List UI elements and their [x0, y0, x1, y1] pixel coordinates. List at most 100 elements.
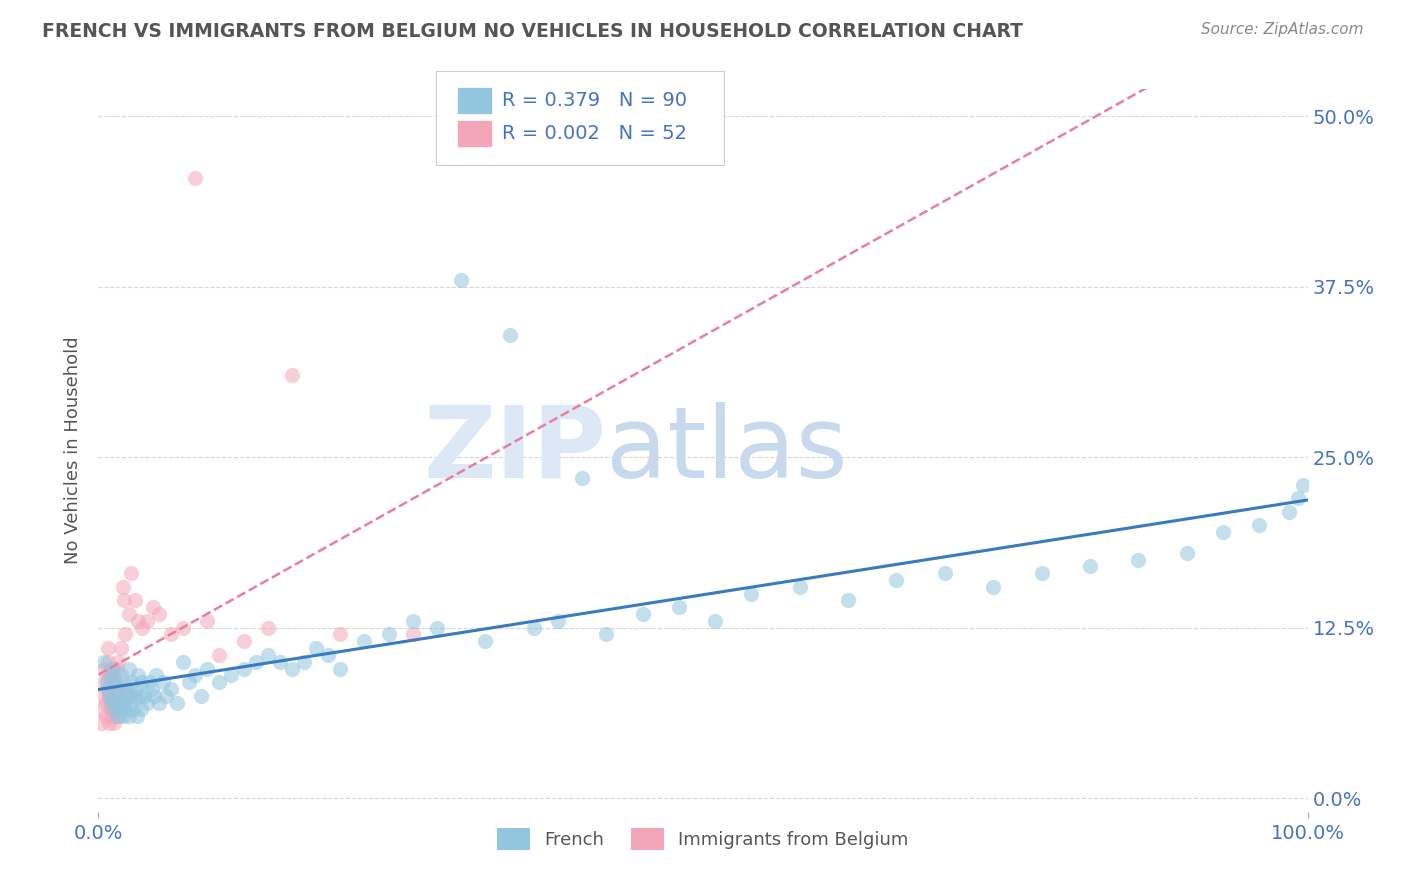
- Point: [105, 696, 128, 710]
- Point: [110, 668, 132, 682]
- Point: [269, 655, 291, 669]
- Point: [138, 675, 160, 690]
- Point: [100, 662, 122, 676]
- Point: [184, 170, 207, 185]
- Point: [131, 675, 153, 690]
- Point: [118, 662, 141, 676]
- Point: [120, 566, 142, 581]
- Point: [256, 621, 278, 635]
- Text: R = 0.002   N = 52: R = 0.002 N = 52: [502, 124, 688, 144]
- Point: [90, 716, 112, 731]
- Point: [94, 696, 117, 710]
- Point: [245, 655, 267, 669]
- Point: [120, 696, 142, 710]
- Point: [103, 716, 125, 731]
- Point: [148, 607, 170, 621]
- Point: [704, 614, 727, 628]
- Point: [96, 681, 118, 696]
- Point: [98, 689, 121, 703]
- Point: [115, 689, 138, 703]
- Point: [93, 675, 115, 690]
- Point: [281, 368, 304, 383]
- Point: [292, 655, 315, 669]
- Point: [100, 689, 122, 703]
- Point: [305, 641, 328, 656]
- Point: [107, 655, 129, 669]
- Point: [281, 662, 304, 676]
- Legend: French, Immigrants from Belgium: French, Immigrants from Belgium: [491, 821, 915, 857]
- Text: Source: ZipAtlas.com: Source: ZipAtlas.com: [1201, 22, 1364, 37]
- Point: [118, 709, 141, 723]
- Point: [131, 621, 153, 635]
- Point: [142, 600, 165, 615]
- Point: [111, 709, 134, 723]
- Point: [117, 689, 139, 703]
- Point: [329, 627, 352, 641]
- Point: [118, 689, 141, 703]
- Point: [145, 668, 167, 682]
- Point: [184, 668, 207, 682]
- Point: [316, 648, 339, 662]
- Point: [631, 607, 654, 621]
- Point: [114, 627, 136, 641]
- Point: [329, 662, 352, 676]
- Point: [1249, 518, 1271, 533]
- Point: [595, 627, 617, 641]
- Point: [160, 681, 183, 696]
- Point: [97, 641, 120, 656]
- Point: [232, 634, 254, 648]
- Point: [232, 662, 254, 676]
- Point: [97, 681, 120, 696]
- Point: [141, 681, 163, 696]
- Text: R = 0.379   N = 90: R = 0.379 N = 90: [502, 91, 688, 111]
- Point: [377, 627, 399, 641]
- Point: [114, 702, 136, 716]
- Point: [1286, 491, 1309, 505]
- Point: [474, 634, 496, 648]
- Point: [98, 689, 121, 703]
- Point: [172, 621, 194, 635]
- Point: [121, 675, 143, 690]
- Point: [96, 668, 118, 682]
- Point: [98, 716, 121, 731]
- Text: ZIP: ZIP: [423, 402, 606, 499]
- Point: [105, 689, 128, 703]
- Point: [135, 696, 157, 710]
- Point: [94, 709, 117, 723]
- Point: [124, 689, 146, 703]
- Point: [221, 668, 243, 682]
- Point: [1278, 505, 1301, 519]
- Point: [127, 668, 149, 682]
- Point: [668, 600, 690, 615]
- Point: [190, 689, 212, 703]
- Point: [122, 702, 145, 716]
- Text: FRENCH VS IMMIGRANTS FROM BELGIUM NO VEHICLES IN HOUSEHOLD CORRELATION CHART: FRENCH VS IMMIGRANTS FROM BELGIUM NO VEH…: [42, 22, 1024, 41]
- Point: [125, 681, 148, 696]
- Point: [208, 675, 231, 690]
- Point: [101, 696, 124, 710]
- Point: [148, 696, 170, 710]
- Point: [108, 696, 131, 710]
- Point: [96, 675, 118, 690]
- Point: [93, 655, 115, 669]
- Point: [104, 675, 127, 690]
- Y-axis label: No Vehicles in Household: No Vehicles in Household: [65, 336, 83, 565]
- Point: [108, 709, 131, 723]
- Point: [179, 675, 201, 690]
- Point: [571, 471, 593, 485]
- Point: [143, 689, 166, 703]
- Point: [91, 689, 114, 703]
- Point: [498, 327, 520, 342]
- Point: [135, 614, 157, 628]
- Point: [93, 662, 115, 676]
- Point: [127, 709, 149, 723]
- Point: [523, 621, 546, 635]
- Point: [195, 662, 218, 676]
- Point: [100, 702, 122, 716]
- Point: [740, 586, 762, 600]
- Point: [837, 593, 859, 607]
- Point: [195, 614, 218, 628]
- Point: [107, 681, 129, 696]
- Point: [152, 675, 174, 690]
- Point: [886, 573, 908, 587]
